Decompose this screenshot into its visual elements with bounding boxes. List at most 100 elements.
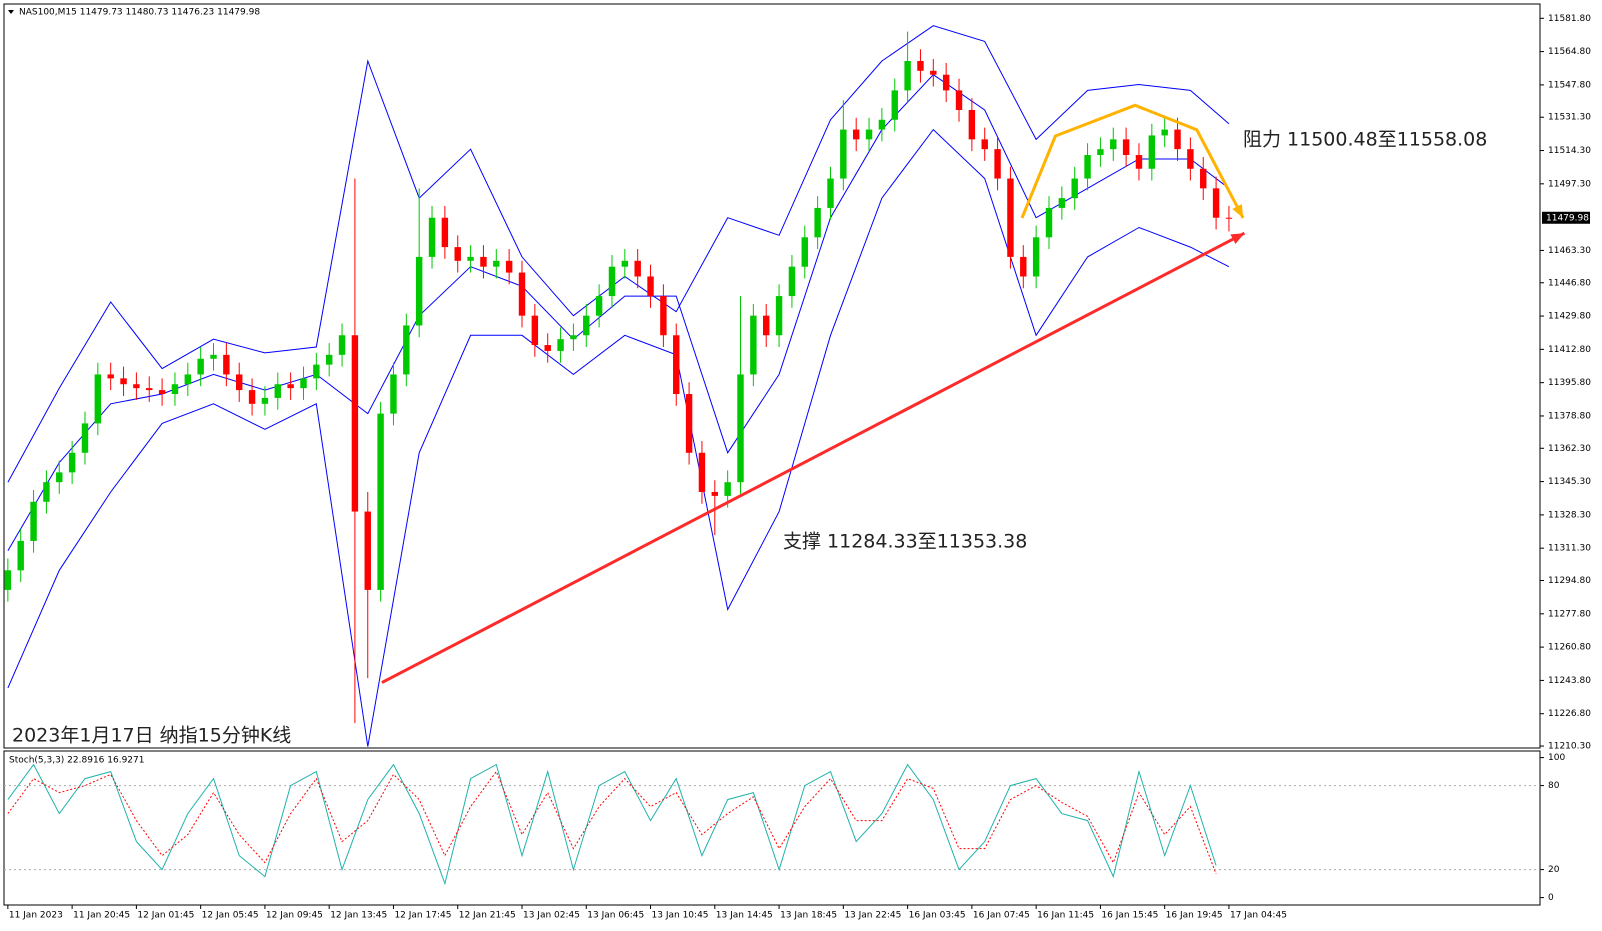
candle-body xyxy=(750,315,757,375)
candle-body xyxy=(1212,188,1220,218)
candle-body xyxy=(1045,207,1053,238)
candle-body xyxy=(1174,129,1181,150)
y-tick-label: 11581.80 xyxy=(1548,14,1591,24)
candle-body xyxy=(1187,149,1194,169)
candle-body xyxy=(94,374,102,424)
y-tick-label: 100 xyxy=(1548,753,1565,763)
candle-body xyxy=(107,374,114,379)
candle-body xyxy=(544,345,551,351)
candle-body xyxy=(737,374,744,483)
candle-body xyxy=(930,70,937,75)
candle-body xyxy=(351,335,359,512)
candle-body xyxy=(891,90,898,120)
x-tick-label: 13 Jan 18:45 xyxy=(780,911,837,921)
candle-body xyxy=(300,378,307,389)
candle-body xyxy=(223,354,230,375)
candle-body xyxy=(364,511,371,590)
candle-body xyxy=(17,540,24,571)
candle-body xyxy=(236,374,243,391)
y-tick-label: 0 xyxy=(1548,893,1554,903)
y-tick-label: 11294.80 xyxy=(1548,576,1591,586)
stoch-line xyxy=(7,770,1217,875)
band-middle xyxy=(7,74,1230,551)
y-tick-label: 11328.30 xyxy=(1548,510,1591,520)
candle-body xyxy=(647,276,654,297)
band-upper xyxy=(7,25,1230,483)
x-tick-label: 12 Jan 05:45 xyxy=(202,911,259,921)
candle-body xyxy=(1110,139,1117,150)
candle-body xyxy=(1007,178,1014,257)
band-lower xyxy=(7,128,1230,747)
candle-body xyxy=(377,413,384,590)
x-tick-label: 11 Jan 2023 xyxy=(9,911,63,921)
resistance-note: 阻力 11500.48至11558.08 xyxy=(1243,129,1487,151)
candle-body xyxy=(313,364,320,379)
candle-body xyxy=(146,388,153,391)
candle-body xyxy=(608,266,616,297)
stoch-header: Stoch(5,3,3) 22.8916 16.9271 xyxy=(9,756,144,766)
candle-body xyxy=(403,325,410,375)
chart-header: NAS100,M15 11479.73 11480.73 11476.23 11… xyxy=(19,8,260,18)
y-tick-label: 11260.80 xyxy=(1548,643,1591,653)
candle-body xyxy=(248,390,256,404)
arrow-head xyxy=(1232,203,1244,218)
candle-body xyxy=(197,358,204,375)
candle-body xyxy=(480,256,487,267)
candle-body xyxy=(1097,149,1104,156)
price-panel xyxy=(3,3,1541,749)
x-tick-label: 16 Jan 15:45 xyxy=(1101,911,1158,921)
candle-body xyxy=(4,570,12,590)
candle-body xyxy=(261,397,269,404)
x-tick-label: 12 Jan 13:45 xyxy=(330,911,387,921)
candle-body xyxy=(878,119,886,130)
candle-body xyxy=(1020,256,1027,277)
y-tick-label: 11564.80 xyxy=(1548,47,1591,57)
y-tick-label: 11463.30 xyxy=(1548,246,1591,256)
support-note: 支撑 11284.33至11353.38 xyxy=(783,531,1027,553)
x-tick-label: 16 Jan 03:45 xyxy=(909,911,966,921)
x-tick-label: 13 Jan 10:45 xyxy=(652,911,709,921)
y-tick-label: 11362.30 xyxy=(1548,444,1591,454)
y-tick-label: 11345.30 xyxy=(1548,477,1591,487)
x-tick-label: 16 Jan 11:45 xyxy=(1037,911,1094,921)
candle-body xyxy=(557,339,564,351)
candle-body xyxy=(171,384,179,395)
trendline xyxy=(1020,103,1245,219)
y-tick-label: 11446.80 xyxy=(1548,278,1591,288)
candle-body xyxy=(415,256,423,326)
candle-body xyxy=(827,178,834,208)
candle-body xyxy=(840,129,847,179)
candle-body xyxy=(210,354,217,359)
candle-body xyxy=(1058,198,1066,208)
candle-body xyxy=(711,491,719,496)
trendline xyxy=(381,231,1246,684)
y-tick-label: 20 xyxy=(1548,865,1560,875)
x-tick-label: 12 Jan 21:45 xyxy=(459,911,516,921)
y-tick-label: 11547.80 xyxy=(1548,80,1591,90)
x-tick-label: 13 Jan 02:45 xyxy=(523,911,580,921)
candle-body xyxy=(994,149,1001,179)
candle-body xyxy=(81,423,89,453)
candle-body xyxy=(673,335,680,395)
y-tick-label: 11311.30 xyxy=(1548,544,1591,554)
x-tick-label: 13 Jan 06:45 xyxy=(587,911,644,921)
candle-body xyxy=(43,482,50,502)
candle-body xyxy=(1084,155,1091,179)
candle-body xyxy=(1135,155,1143,169)
candle-body xyxy=(1200,168,1207,189)
candle-body xyxy=(981,139,988,150)
candle-body xyxy=(763,315,770,336)
candle-body xyxy=(428,217,436,257)
candle-body xyxy=(133,384,140,389)
x-tick-label: 16 Jan 19:45 xyxy=(1166,911,1223,921)
candle-body xyxy=(660,296,667,336)
candle-body xyxy=(1071,178,1078,199)
x-tick-label: 13 Jan 14:45 xyxy=(716,911,773,921)
candle-body xyxy=(775,296,783,336)
candle-body xyxy=(467,256,474,261)
y-tick-label: 11514.30 xyxy=(1548,146,1591,156)
candle-body xyxy=(518,272,526,316)
x-tick-label: 11 Jan 20:45 xyxy=(73,911,130,921)
candle-body xyxy=(184,374,192,385)
